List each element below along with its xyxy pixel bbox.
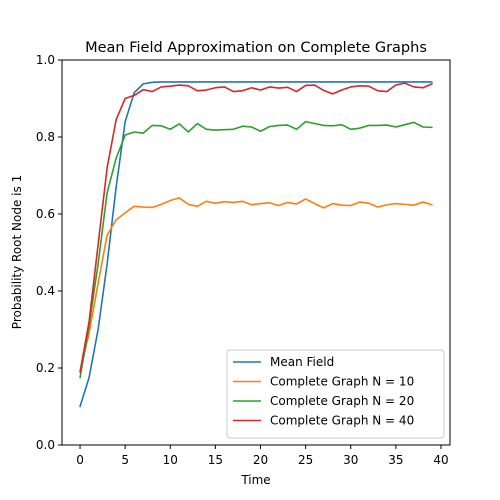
series-line-2 — [79, 120, 433, 379]
axis-ticks: 0 5 10 15 20 25 30 35 40 0.0 0.2 0.4 0.6 0.8 1.0 — [36, 53, 449, 467]
y-tick-label: 0.4 — [36, 284, 55, 298]
legend-label-0: Mean Field — [270, 355, 334, 369]
chart-title: Mean Field Approximation on Complete Gra… — [85, 40, 427, 56]
legend-label-3: Complete Graph N = 40 — [270, 414, 414, 428]
plot-frame — [61, 59, 451, 446]
x-tick-label: 40 — [433, 453, 448, 467]
x-tick-label: 15 — [208, 453, 223, 467]
x-tick-label: 0 — [76, 453, 84, 467]
legend: Mean Field Complete Graph N = 10 Complete … — [226, 349, 445, 439]
y-tick-label: 0.2 — [36, 361, 55, 375]
x-tick-label: 25 — [298, 453, 313, 467]
series-line-3 — [79, 82, 433, 373]
legend-box — [226, 349, 445, 439]
y-tick-label: 0.0 — [36, 438, 55, 452]
x-tick-label: 20 — [253, 453, 268, 467]
series-line-0 — [79, 81, 433, 408]
y-tick-label: 0.8 — [36, 130, 55, 144]
x-tick-label: 35 — [388, 453, 403, 467]
x-axis-label: Time — [240, 473, 270, 487]
x-tick-label: 10 — [163, 453, 178, 467]
x-tick-label: 30 — [343, 453, 358, 467]
series-lines — [79, 81, 433, 408]
y-tick-label: 1.0 — [36, 53, 55, 67]
legend-label-2: Complete Graph N = 20 — [270, 394, 414, 408]
legend-label-1: Complete Graph N = 10 — [270, 375, 414, 389]
x-tick-label: 5 — [121, 453, 129, 467]
y-axis-label: Probability Root Node is 1 — [10, 175, 24, 329]
series-line-1 — [79, 197, 433, 373]
y-tick-label: 0.6 — [36, 207, 55, 221]
